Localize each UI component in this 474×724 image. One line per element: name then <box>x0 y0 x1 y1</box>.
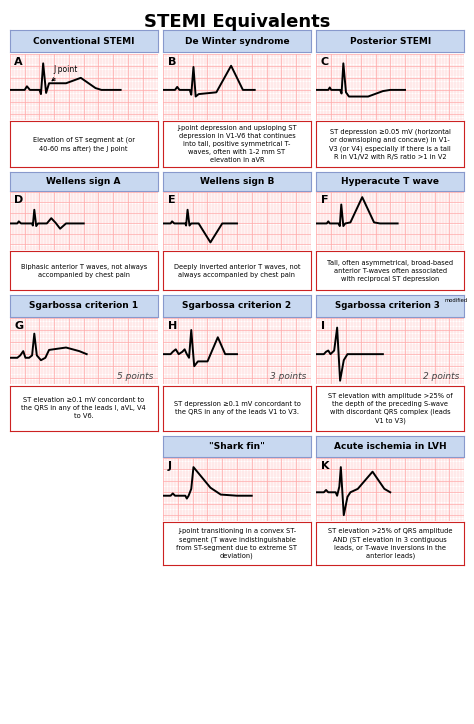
Text: F: F <box>321 195 328 205</box>
Text: Deeply inverted anterior T waves, not
always accompanied by chest pain: Deeply inverted anterior T waves, not al… <box>174 264 300 278</box>
Text: 2 points: 2 points <box>423 372 460 381</box>
Text: A: A <box>14 57 23 67</box>
Text: ST depression ≥0.05 mV (horizontal
or downsloping and concave) in V1-
V3 (or V4): ST depression ≥0.05 mV (horizontal or do… <box>329 128 451 160</box>
Text: J-point transitioning in a convex ST-
segment (T wave indistinguishable
from ST-: J-point transitioning in a convex ST- se… <box>176 529 298 559</box>
Text: C: C <box>321 57 329 67</box>
Text: J: J <box>168 461 172 471</box>
Text: Wellens sign A: Wellens sign A <box>46 177 121 185</box>
Text: K: K <box>321 461 329 471</box>
Text: Sgarbossa criterion 2: Sgarbossa criterion 2 <box>182 301 292 310</box>
Text: 3 points: 3 points <box>270 372 306 381</box>
Text: ST elevation with amplitude >25% of
the depth of the preceding S-wave
with disco: ST elevation with amplitude >25% of the … <box>328 393 453 424</box>
Text: Wellens sign B: Wellens sign B <box>200 177 274 185</box>
Text: modified: modified <box>444 298 467 303</box>
Text: J point: J point <box>52 65 78 81</box>
Text: De Winter syndrome: De Winter syndrome <box>185 37 289 46</box>
Text: Conventional STEMI: Conventional STEMI <box>33 37 135 46</box>
Text: D: D <box>14 195 24 205</box>
Text: H: H <box>168 321 177 332</box>
Text: Tall, often asymmetrical, broad-based
anterior T-waves often associated
with rec: Tall, often asymmetrical, broad-based an… <box>327 260 453 282</box>
Text: Sgarbossa criterion 3: Sgarbossa criterion 3 <box>335 301 440 310</box>
Text: Acute ischemia in LVH: Acute ischemia in LVH <box>334 442 447 451</box>
Text: G: G <box>14 321 24 332</box>
Text: I: I <box>321 321 325 332</box>
Text: B: B <box>168 57 176 67</box>
Text: ST elevation >25% of QRS amplitude
AND (ST elevation in 3 contiguous
leads, or T: ST elevation >25% of QRS amplitude AND (… <box>328 529 453 559</box>
Text: Posterior STEMI: Posterior STEMI <box>350 37 431 46</box>
Text: Sgarbossa criterion 1: Sgarbossa criterion 1 <box>29 301 138 310</box>
Text: ST elevation ≥0.1 mV concordant to
the QRS in any of the leads I, aVL, V4
to V6.: ST elevation ≥0.1 mV concordant to the Q… <box>21 397 146 419</box>
Text: 5 points: 5 points <box>117 372 153 381</box>
Text: E: E <box>168 195 175 205</box>
Text: Hyperacute T wave: Hyperacute T wave <box>341 177 439 185</box>
Text: Elevation of ST segment at (or
40-60 ms after) the J point: Elevation of ST segment at (or 40-60 ms … <box>33 137 135 151</box>
Text: ST depression ≥0.1 mV concordant to
the QRS in any of the leads V1 to V3.: ST depression ≥0.1 mV concordant to the … <box>173 401 301 416</box>
Text: "Shark fin": "Shark fin" <box>209 442 265 451</box>
Text: Biphasic anterior T waves, not always
accompanied by chest pain: Biphasic anterior T waves, not always ac… <box>20 264 147 278</box>
Text: STEMI Equivalents: STEMI Equivalents <box>144 13 330 31</box>
Text: J-point depression and upsloping ST
depression in V1-V6 that continues
into tall: J-point depression and upsloping ST depr… <box>177 125 297 163</box>
